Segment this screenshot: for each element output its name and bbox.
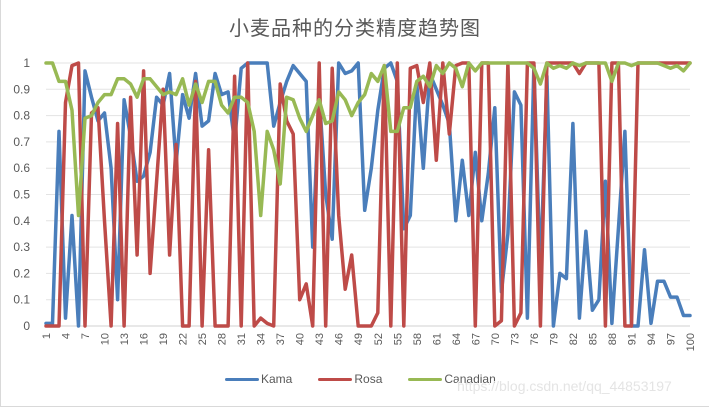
y-tick-label: 1 xyxy=(23,56,30,70)
y-tick-label: 0.2 xyxy=(13,266,30,280)
y-tick-label: 0.3 xyxy=(13,240,30,254)
x-tick-label: 76 xyxy=(529,333,541,345)
x-tick-label: 94 xyxy=(646,333,658,345)
x-tick-label: 7 xyxy=(80,333,92,339)
x-axis: 1 4 7 10 13 16 19 22 25 28 31 34 37 40 43 46 49 52 55 58 61 6… xyxy=(41,333,697,351)
x-tick-label: 19 xyxy=(158,333,170,345)
x-tick-label: 79 xyxy=(548,333,560,345)
legend-label: Kama xyxy=(261,372,293,386)
x-tick-label: 52 xyxy=(373,333,385,345)
x-tick-label: 16 xyxy=(139,333,151,345)
legend-item-kama[interactable]: Kama xyxy=(225,372,292,386)
x-tick-label: 49 xyxy=(353,333,365,345)
legend-label: Canadian xyxy=(444,372,496,386)
rosa-swatch-icon xyxy=(318,377,353,381)
x-tick-label: 82 xyxy=(568,333,580,345)
legend-label: Rosa xyxy=(354,372,383,386)
x-tick-label: 31 xyxy=(236,333,248,345)
series-line-kama[interactable] xyxy=(44,61,692,328)
watermark: https://blog.csdn.net/qq_44853197 xyxy=(457,378,672,394)
x-tick-label: 37 xyxy=(275,333,287,345)
x-tick-label: 1 xyxy=(41,333,53,339)
chart-title: 小麦品种的分类精度趋势图 xyxy=(229,16,481,40)
x-tick-label: 88 xyxy=(607,333,619,345)
x-tick-label: 28 xyxy=(217,333,229,345)
y-axis: 0 0.1 0.2 0.3 0.4 0.5 0.6 0.7 0.8 0.9 1 xyxy=(13,56,30,333)
y-tick-label: 0.7 xyxy=(13,135,30,149)
y-tick-label: 0.8 xyxy=(13,109,30,123)
x-tick-label: 25 xyxy=(197,333,209,345)
x-tick-label: 46 xyxy=(334,333,346,345)
x-tick-label: 58 xyxy=(412,333,424,345)
x-tick-label: 4 xyxy=(61,333,73,339)
x-tick-label: 10 xyxy=(100,333,112,345)
x-tick-label: 91 xyxy=(626,333,638,345)
y-tick-label: 0.4 xyxy=(13,214,30,228)
x-tick-label: 73 xyxy=(509,333,521,345)
series-line-rosa[interactable] xyxy=(44,61,692,328)
x-tick-label: 85 xyxy=(587,333,599,345)
canadian-swatch-icon xyxy=(408,377,443,381)
x-tick-label: 43 xyxy=(314,333,326,345)
legend-item-rosa[interactable]: Rosa xyxy=(318,372,382,386)
x-tick-label: 22 xyxy=(178,333,190,345)
gridlines xyxy=(46,62,690,327)
x-tick-label: 61 xyxy=(431,333,443,345)
y-tick-label: 0 xyxy=(23,319,30,333)
x-tick-label: 67 xyxy=(470,333,482,345)
x-tick-label: 55 xyxy=(392,333,404,345)
x-tick-label: 40 xyxy=(295,333,307,345)
y-tick-label: 0.6 xyxy=(13,161,30,175)
x-tick-label: 70 xyxy=(490,333,502,345)
y-tick-label: 0.9 xyxy=(13,82,30,96)
x-tick-label: 34 xyxy=(256,333,268,345)
series-line-canadian[interactable] xyxy=(44,61,692,218)
data-lines xyxy=(44,61,692,328)
x-tick-label: 13 xyxy=(119,333,131,345)
x-tick-label: 64 xyxy=(451,333,463,345)
y-tick-label: 0.5 xyxy=(13,188,30,202)
kama-swatch-icon xyxy=(225,377,259,381)
x-tick-label: 97 xyxy=(665,333,677,345)
legend-item-canadian[interactable]: Canadian xyxy=(408,372,496,386)
x-tick-label: 100 xyxy=(685,333,697,351)
y-tick-label: 0.1 xyxy=(13,293,30,307)
legend: Kama Rosa Canadian xyxy=(225,372,496,386)
